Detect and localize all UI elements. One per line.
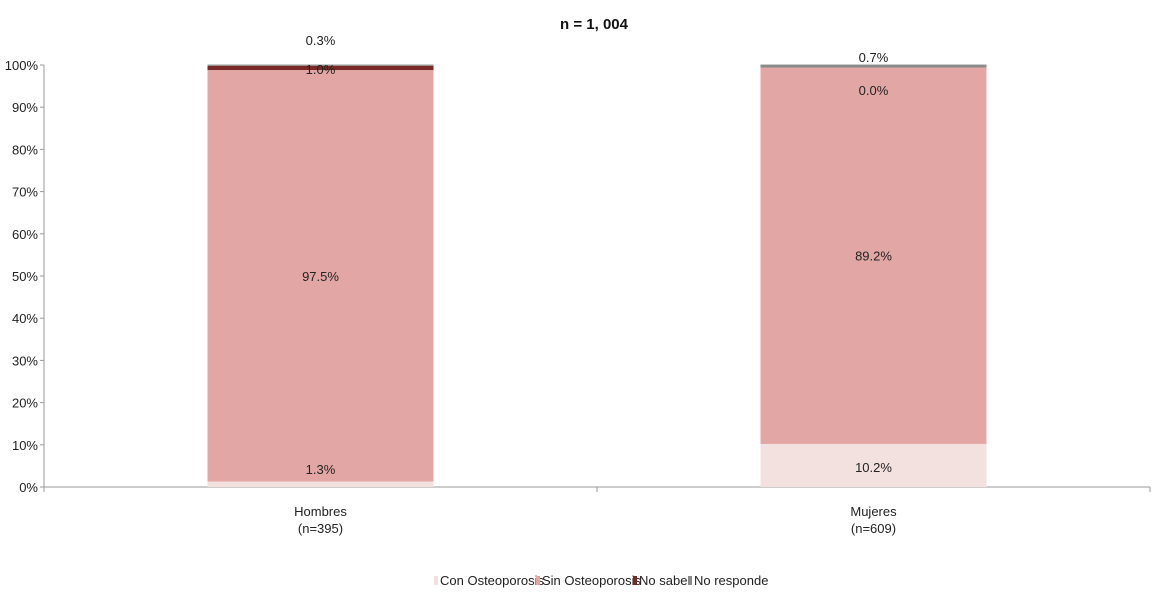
data-labels: 1.3% 97.5% 1.0% 0.3% 10.2% 89.2% 0.0% 0.7% — [302, 33, 892, 477]
legend-item-con-osteoporosis: Con Osteoporosis — [434, 573, 545, 588]
data-label-no-sabe: 0.0% — [859, 83, 889, 98]
data-label-no-sabe: 1.0% — [306, 62, 336, 77]
category-labels: Hombres (n=395) Mujeres (n=609) — [294, 504, 897, 536]
legend-swatch — [536, 576, 540, 585]
legend-item-no-responde: No responde — [688, 573, 768, 588]
bar-segment-sin-osteoporosis — [207, 70, 434, 482]
bar-segment-no-responde — [207, 64, 434, 66]
data-label-sin-osteoporosis: 97.5% — [302, 269, 339, 284]
category-name: Hombres — [294, 504, 347, 519]
y-tick-label: 60% — [12, 227, 38, 242]
category-n: (n=609) — [851, 521, 896, 536]
y-tick-label: 0% — [19, 480, 38, 495]
legend-item-no-sabe: No sabe — [633, 573, 687, 588]
legend-label: Sin Osteoporosis — [542, 573, 641, 588]
legend-item-sin-osteoporosis: Sin Osteoporosis — [536, 573, 641, 588]
y-axis: 0% 10% 20% 30% 40% 50% 60% 70% 80% 90% 100% — [5, 58, 45, 495]
bar-segment-sin-osteoporosis — [760, 67, 987, 444]
y-tick-label: 20% — [12, 396, 38, 411]
y-tick-label: 30% — [12, 353, 38, 368]
bar-segment-con-osteoporosis — [760, 443, 987, 487]
legend-label: No responde — [694, 573, 768, 588]
y-tick-label: 40% — [12, 311, 38, 326]
legend-swatch — [688, 576, 692, 585]
bar-segment-con-osteoporosis — [207, 481, 434, 487]
y-tick-label: 10% — [12, 438, 38, 453]
category-n: (n=395) — [298, 521, 343, 536]
bar-segment-no-responde — [760, 64, 987, 68]
legend-swatch — [633, 576, 637, 585]
bar-segment-no-sabe — [207, 65, 434, 71]
chart-title: n = 1, 004 — [560, 16, 629, 33]
data-label-sin-osteoporosis: 89.2% — [855, 249, 892, 264]
x-axis — [43, 486, 1151, 492]
legend-label: Con Osteoporosis — [440, 573, 545, 588]
legend-label: No sabe — [639, 573, 687, 588]
y-tick-label: 100% — [5, 58, 39, 73]
y-tick-label: 80% — [12, 142, 38, 157]
bars — [207, 64, 987, 487]
category-name: Mujeres — [850, 504, 897, 519]
legend-swatch — [434, 576, 438, 585]
y-tick-label: 90% — [12, 100, 38, 115]
y-tick-label: 50% — [12, 269, 38, 284]
data-label-no-responde: 0.3% — [306, 33, 336, 48]
data-label-con-osteoporosis: 1.3% — [306, 462, 336, 477]
data-label-con-osteoporosis: 10.2% — [855, 460, 892, 475]
data-label-no-responde: 0.7% — [859, 50, 889, 65]
y-tick-label: 70% — [12, 185, 38, 200]
